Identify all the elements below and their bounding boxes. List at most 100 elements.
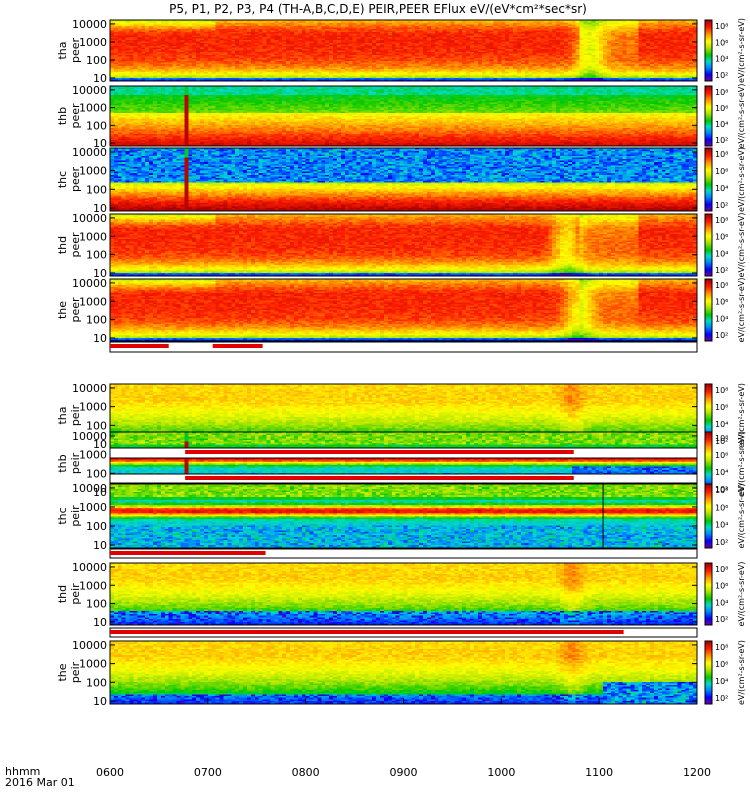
panel-frame: [109, 19, 698, 82]
y-tick-label: 10: [93, 332, 107, 345]
y-tick-label: 10: [93, 267, 107, 280]
mode-bar-segment: [110, 551, 266, 555]
panel-probe-label: the: [56, 663, 69, 681]
colorbar-label: eV/(cm²-s-sr-eV): [737, 431, 746, 496]
y-tick-label: 100: [86, 676, 107, 689]
y-tick-label: 100: [86, 419, 107, 432]
colorbar-frame: [704, 19, 713, 82]
y-tick-label: 10000: [72, 430, 107, 443]
y-tick-label: 1000: [79, 449, 107, 462]
y-tick-label: 100: [86, 183, 107, 196]
spectrogram-image: [110, 641, 697, 704]
colorbar-label: eV/(cm²-s-sr-eV): [737, 562, 746, 627]
panel-probe-label: thd: [56, 585, 69, 603]
colorbar-tick-label: 10²: [715, 485, 728, 494]
colorbar-tick-label: 10²: [715, 331, 728, 340]
mode-bar: [109, 548, 698, 559]
colorbar-tick-label: 10⁶: [715, 451, 728, 460]
y-tick-label: 100: [86, 520, 107, 533]
colorbar-tick-label: 10⁸: [715, 386, 728, 395]
y-tick-label: 10: [93, 137, 107, 150]
mode-bar: [109, 341, 698, 353]
colorbar-tick-label: 10⁴: [715, 677, 728, 686]
colorbar-tick-label: 10⁸: [715, 565, 728, 574]
colorbar-frame: [704, 562, 713, 626]
colorbar-tick-label: 10⁴: [715, 521, 728, 530]
colorbar-label: eV/(cm²-s-sr-eV): [737, 213, 746, 278]
colorbar-label: eV/(cm²-s-sr-eV): [737, 383, 746, 448]
colorbar-tick-label: 10²: [715, 437, 728, 446]
mode-bars-group: [109, 341, 698, 638]
y-tick-label: 10000: [72, 212, 107, 225]
colorbar: [705, 384, 712, 447]
panel-probe-label: thc: [56, 171, 69, 188]
y-tick-label: 10000: [72, 277, 107, 290]
mode-bar-segment: [185, 476, 574, 480]
y-tick-label: 10000: [72, 382, 107, 395]
y-tick-label: 10: [93, 539, 107, 552]
panel-species-label: peir: [69, 661, 82, 683]
colorbar-tick-label: 10⁸: [715, 150, 728, 159]
colorbar-tick-label: 10⁸: [715, 22, 728, 31]
mode-bar: [109, 473, 698, 484]
y-tick-label: 100: [86, 54, 107, 67]
colorbar-tick-label: 10⁶: [715, 104, 728, 113]
x-tick-label: 1200: [683, 766, 711, 779]
panel-frame: [109, 483, 698, 549]
colorbar: [705, 20, 712, 81]
colorbar-tick-label: 10⁴: [715, 598, 728, 607]
panel-probe-label: the: [56, 301, 69, 319]
colorbar-frame: [704, 640, 713, 705]
colorbar-tick-label: 10⁴: [715, 468, 728, 477]
colorbar-frame: [704, 147, 713, 212]
panel-probe-label: thb: [56, 454, 69, 472]
spectrogram-image: [110, 20, 697, 81]
y-tick-label: 10: [93, 438, 107, 451]
panel-frame: [109, 213, 698, 277]
colorbar-tick-label: 10⁸: [715, 216, 728, 225]
x-axis: 0600 0700 0800 0900 1000 1100 1200: [96, 698, 711, 779]
y-tick-label: 10000: [72, 561, 107, 574]
colorbar-tick-label: 10⁶: [715, 660, 728, 669]
panel-species-label: peer: [69, 232, 82, 258]
colorbar-tick-label: 10⁴: [715, 184, 728, 193]
y-tick-label: 10000: [72, 84, 107, 97]
colorbar-tick-label: 10⁴: [715, 420, 728, 429]
panel-species-label: peer: [69, 167, 82, 193]
panel-species-label: peer: [69, 38, 82, 64]
x-tick-label: 1000: [487, 766, 515, 779]
panel-species-label: peer: [69, 297, 82, 323]
spectrogram-image: [110, 214, 697, 276]
colorbar-tick-label: 10⁸: [715, 281, 728, 290]
colorbar: [705, 432, 712, 495]
panel-probe-label: thd: [56, 236, 69, 254]
y-tick-label: 10: [93, 616, 107, 629]
x-axis-label-date: 2016 Mar 01: [5, 776, 75, 789]
y-tick-label: 10000: [72, 146, 107, 159]
spectrogram-image: [110, 563, 697, 625]
mode-bar-frame: [109, 341, 698, 353]
colorbar-label: eV/(cm²-s-sr-eV): [737, 84, 746, 149]
y-tick-label: 1000: [79, 36, 107, 49]
colorbar-tick-label: 10⁶: [715, 233, 728, 242]
y-tick-label: 10: [93, 486, 107, 499]
y-tick-label: 100: [86, 314, 107, 327]
colorbar-tick-label: 10⁴: [715, 314, 728, 323]
colorbar-tick-label: 10⁶: [715, 403, 728, 412]
panel-species-label: peir: [69, 452, 82, 474]
spectrogram-image: [110, 148, 697, 211]
y-tick-label: 100: [86, 598, 107, 611]
y-tick-label: 1000: [79, 102, 107, 115]
colorbar: [705, 148, 712, 211]
colorbar-label: eV/(cm²-s-sr-eV): [737, 484, 746, 549]
spectrogram-image: [110, 86, 697, 146]
colorbar-tick-label: 10⁸: [715, 486, 728, 495]
mode-bar-segment: [110, 344, 169, 348]
